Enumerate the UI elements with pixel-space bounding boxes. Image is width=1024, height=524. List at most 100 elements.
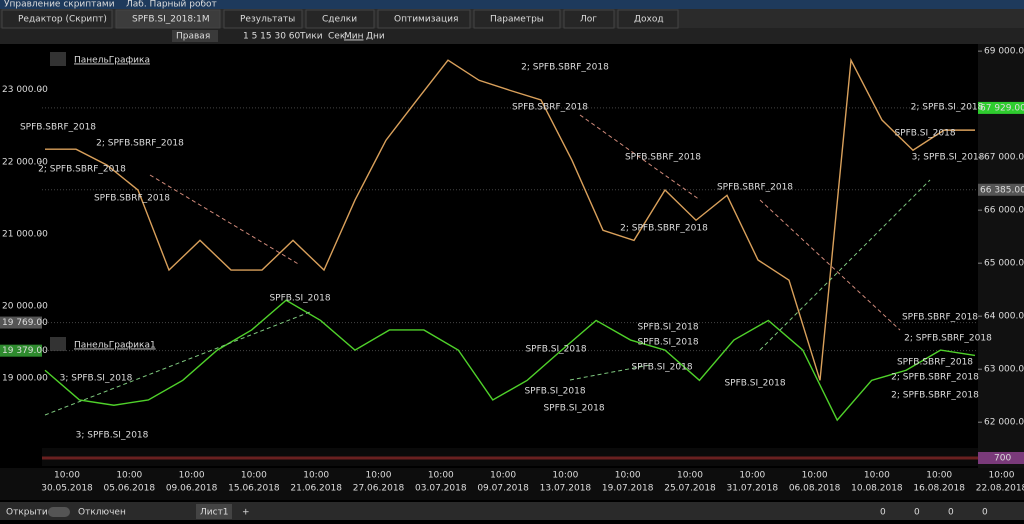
x-time-label: 10:00 (802, 471, 828, 481)
trade-annotation: SPFB.SBRF_2018 (20, 123, 96, 133)
y-tick-label: 65 000.00 (984, 259, 1024, 269)
tab-label[interactable]: Параметры (490, 15, 544, 25)
trade-annotation: 3; SPFB.SI_2018 (912, 153, 985, 163)
price-label: 67 929.00 (980, 103, 1024, 113)
status-count: 0 (948, 508, 954, 518)
status-text: Открытие (6, 508, 54, 518)
tab-label[interactable]: SPFB.SI_2018:1M (132, 15, 210, 25)
tab-label[interactable]: Редактор (Скрипт) (18, 15, 107, 25)
status-count: 0 (880, 508, 886, 518)
x-time-label: 10:00 (366, 471, 392, 481)
x-date-label: 22.08.2018 (976, 484, 1024, 494)
panel-menu-button[interactable] (50, 337, 66, 351)
tab[interactable] (617, 9, 679, 29)
tab-label[interactable]: Доход (634, 15, 664, 25)
price-series (44, 299, 976, 422)
periods[interactable]: 1 5 15 30 60 (243, 32, 301, 42)
x-time-label: 10:00 (490, 471, 516, 481)
trade-link (44, 311, 311, 416)
panel-menu-button[interactable] (50, 52, 66, 66)
sheet-name[interactable]: Лист1 (200, 508, 229, 518)
trade-annotation: SPFB.SBRF_2018 (897, 358, 973, 368)
trade-annotation: SPFB.SBRF_2018 (512, 103, 588, 113)
trade-annotation: SPFB.SI_2018 (269, 294, 330, 304)
time-axis (0, 468, 1024, 500)
y-tick-label: 62 000.00 (984, 418, 1024, 428)
tab-label[interactable]: Оптимизация (394, 15, 458, 25)
tab[interactable] (223, 9, 303, 29)
x-time-label: 10:00 (428, 471, 454, 481)
volume-label-bg (978, 452, 1024, 464)
trade-annotation: SPFB.SBRF_2018 (625, 153, 701, 163)
trade-link (759, 199, 901, 331)
x-time-label: 10:00 (864, 471, 890, 481)
timeframe[interactable]: Мин (344, 32, 364, 42)
x-date-label: 31.07.2018 (727, 484, 779, 494)
window-title: Управление скриптами (4, 0, 115, 10)
timeframe[interactable]: Тики (299, 32, 323, 42)
y2-tick-label: 20 000.00 (2, 301, 48, 311)
scale-dropdown[interactable] (172, 30, 218, 42)
panel-label[interactable]: ПанельГрафика1 (74, 341, 156, 351)
x-time-label: 10:00 (303, 471, 329, 481)
status-count: 0 (982, 508, 988, 518)
tab-label[interactable]: Сделки (322, 15, 357, 25)
trade-annotation: SPFB.SI_2018 (524, 387, 585, 397)
x-date-label: 09.06.2018 (166, 484, 218, 494)
scale-mode[interactable]: Правая (176, 32, 210, 42)
x-time-label: 10:00 (241, 471, 267, 481)
trade-annotation: SPFB.SBRF_2018 (717, 183, 793, 193)
trade-annotation: SPFB.SI_2018 (631, 363, 692, 373)
panel-label[interactable]: ПанельГрафика (74, 56, 150, 66)
trade-annotation: SPFB.SI_2018 (724, 379, 785, 389)
toggle[interactable] (48, 507, 70, 517)
window-title: Лаб. Парный робот (126, 0, 217, 10)
x-date-label: 13.07.2018 (540, 484, 592, 494)
timeframe[interactable]: Сек (328, 32, 346, 42)
price-label: 66 385.00 (980, 185, 1024, 195)
y2-tick-label: 22 000.00 (2, 157, 48, 167)
tab[interactable] (377, 9, 471, 29)
x-date-label: 03.07.2018 (415, 484, 467, 494)
toolbar (0, 28, 1024, 44)
price-series (45, 57, 975, 381)
trade-annotation: 2; SPFB.SBRF_2018 (891, 373, 979, 383)
x-date-label: 19.07.2018 (602, 484, 654, 494)
chart-area (0, 44, 1024, 468)
status-bar (0, 502, 1024, 520)
tab[interactable] (563, 9, 615, 29)
x-date-label: 09.07.2018 (477, 484, 529, 494)
x-time-label: 10:00 (677, 471, 703, 481)
x-date-label: 25.07.2018 (664, 484, 716, 494)
trade-annotation: 2; SPFB.SBRF_2018 (620, 224, 708, 234)
sheet-tab[interactable] (196, 504, 232, 519)
trade-annotation: 2; SPFB.SBRF_2018 (521, 63, 609, 73)
x-date-label: 21.06.2018 (290, 484, 342, 494)
trade-annotation: 3; SPFB.SI_2018 (76, 431, 149, 441)
tab-label[interactable]: Результаты (240, 15, 295, 25)
trade-annotation: SPFB.SI_2018 (637, 338, 698, 348)
x-time-label: 10:00 (926, 471, 952, 481)
tab-label[interactable]: Лог (580, 15, 597, 25)
y-tick-label: 63 000.00 (984, 365, 1024, 375)
x-time-label: 10:00 (552, 471, 578, 481)
status-count: 0 (914, 508, 920, 518)
tab[interactable] (115, 9, 221, 29)
trade-annotation: 2; SPFB.SBRF_2018 (891, 391, 979, 401)
y2-tick-label: 23 000.00 (2, 85, 48, 95)
trade-annotation: SPFB.SI_2018 (543, 404, 604, 414)
x-date-label: 16.08.2018 (913, 484, 965, 494)
x-time-label: 10:00 (54, 471, 80, 481)
tab[interactable] (473, 9, 561, 29)
trade-annotation: 2; SPFB.SBRF_2018 (38, 165, 126, 175)
tab[interactable] (305, 9, 375, 29)
price-label-bg (978, 183, 1024, 196)
add-sheet[interactable]: + (242, 508, 250, 518)
price-label-bg (0, 344, 42, 357)
tab[interactable] (1, 9, 113, 29)
title-bar (0, 0, 1024, 9)
x-time-label: 10:00 (116, 471, 142, 481)
timeframe[interactable]: Дни (366, 32, 385, 42)
x-time-label: 10:00 (179, 471, 205, 481)
